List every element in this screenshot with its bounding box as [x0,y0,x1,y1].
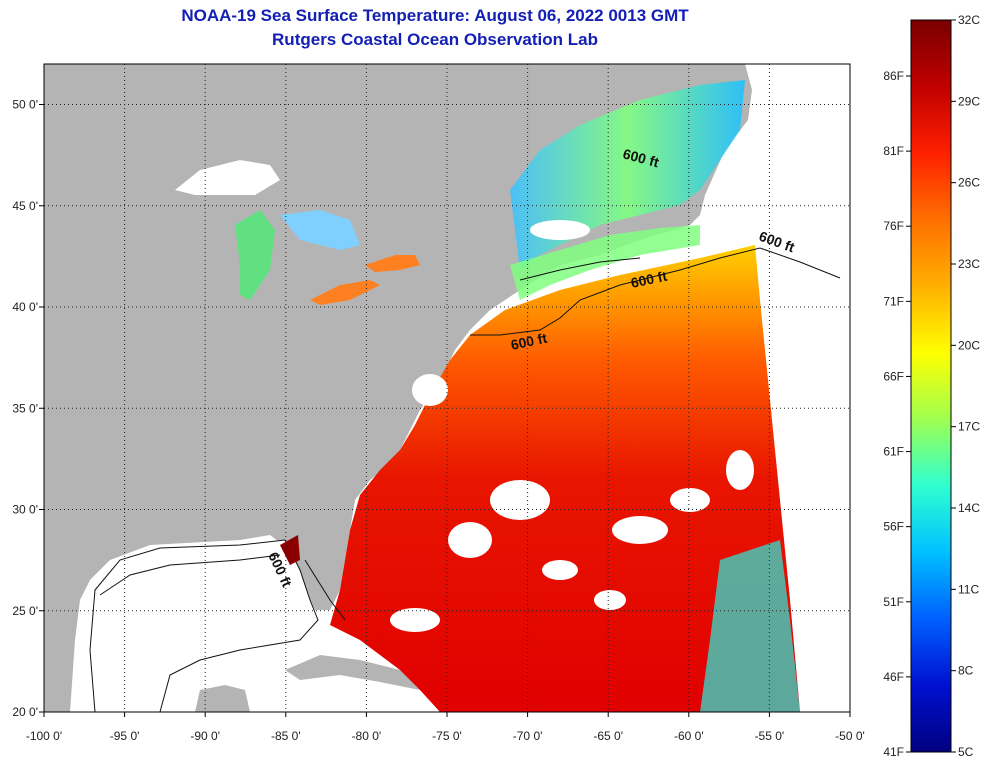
x-tick-label: -65 0' [593,729,623,743]
colorbar-fahrenheit-label: 46F [883,670,904,684]
colorbar-fahrenheit-label: 41F [883,745,904,759]
axis-ticks: -100 0' -95 0' -90 0' -85 0' -80 0' -75 0' -70… [12,98,864,744]
colorbar-celsius-label: 11C [958,582,979,596]
x-tick-label: -90 0' [190,729,220,743]
colorbar-celsius-label: 26C [958,176,980,190]
colorbar-fahrenheit-label: 56F [883,520,904,534]
colorbar-celsius-label: 14C [958,501,980,515]
map-grid [44,64,850,712]
colorbar-celsius-label: 20C [958,338,980,352]
x-tick-label: -70 0' [513,729,543,743]
ocean-sst-gulf-of-maine [510,225,700,300]
colorbar-fahrenheit-label: 86F [883,69,904,83]
y-tick-label: 20 0' [12,705,38,719]
land-cuba [285,655,430,690]
contour-label: 600 ft [629,268,668,291]
gulf-of-mexico [89,539,319,712]
colorbar-scale [910,19,952,753]
x-tick-label: -55 0' [755,729,785,743]
colorbar-celsius-label: 17C [958,420,980,434]
contour-600ft [99,247,841,621]
map-title: NOAA-19 Sea Surface Temperature: August … [181,6,689,25]
land-yucatan [195,685,250,712]
colorbar-celsius-label: 29C [958,94,980,108]
map-subtitle: Rutgers Coastal Ocean Observation Lab [272,30,598,49]
x-tick-label: -95 0' [110,729,140,743]
x-tick-label: -60 0' [674,729,704,743]
y-tick-label: 35 0' [12,401,38,415]
colorbar-fahrenheit-label: 61F [883,445,904,459]
colorbar-fahrenheit-label: 66F [883,369,904,383]
colorbar-fahrenheit-label: 76F [883,219,904,233]
y-tick-label: 50 0' [12,98,38,112]
y-tick-label: 30 0' [12,503,38,517]
colorbar-celsius-label: 8C [958,664,974,678]
sst-hot-patch-florida [280,535,300,565]
colorbar-celsius-label: 23C [958,257,980,271]
colorbar-fahrenheit-label: 71F [883,294,904,308]
colorbar-celsius-label: 5C [958,745,974,759]
great-lakes [175,160,420,305]
x-tick-label: -80 0' [352,729,382,743]
contour-label: 600 ft [509,330,548,353]
colorbar-fahrenheit-label: 81F [883,144,904,158]
x-tick-label: -75 0' [432,729,462,743]
y-tick-label: 40 0' [12,300,38,314]
x-tick-label: -100 0' [26,729,62,743]
y-tick-label: 25 0' [12,604,38,618]
ocean-sst-cool-east [700,540,800,712]
x-tick-label: -85 0' [271,729,301,743]
x-tick-label: -50 0' [835,729,865,743]
y-tick-label: 45 0' [12,199,38,213]
colorbar-fahrenheit-label: 51F [883,595,904,609]
ocean-sst-warm [330,245,800,712]
colorbar-celsius-label: 32C [958,13,980,27]
